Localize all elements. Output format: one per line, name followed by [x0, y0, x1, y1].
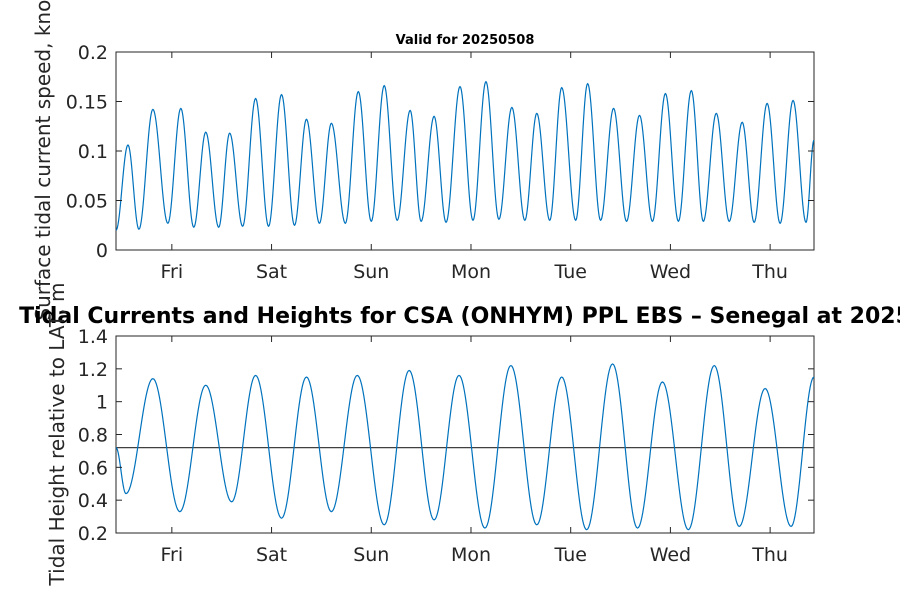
current-x-tick-label: Thu	[751, 261, 788, 283]
height-x-tick-label: Thu	[751, 544, 788, 566]
current-x-tick-label: Tue	[553, 261, 586, 283]
height-x-tick-label: Wed	[650, 544, 691, 566]
height-x-tick-label: Fri	[161, 544, 184, 566]
height-y-tick-label: 1	[96, 392, 108, 414]
height-x-tick-label: Sat	[256, 544, 287, 566]
height-x-tick-label: Tue	[553, 544, 586, 566]
tidal-height-line	[115, 363, 815, 531]
current-x-tick-label: Wed	[650, 261, 691, 283]
current-x-tick-label: Mon	[451, 261, 491, 283]
current-x-ticks: Fri Sat Sun Mon Tue Wed Thu	[161, 52, 788, 283]
current-speed-line	[115, 80, 815, 231]
height-y-tick-label: 0.4	[78, 490, 108, 512]
current-y-axis-label: Surface tidal current speed, knots	[31, 0, 55, 321]
height-x-tick-label: Mon	[451, 544, 491, 566]
tidal-height-panel: 0.2 0.4 0.6 0.8 1 1.2 1.4 Fri Sat Sun Mon Tue Wed Th…	[19, 283, 900, 587]
height-x-tick-label: Sun	[353, 544, 389, 566]
current-axes-frame	[115, 51, 815, 251]
height-y-tick-label: 0.8	[78, 425, 108, 447]
height-y-tick-label: 1.4	[78, 326, 108, 348]
height-y-tick-label: 0.2	[78, 523, 108, 545]
current-y-tick-label: 0	[96, 240, 108, 262]
current-x-tick-label: Fri	[161, 261, 184, 283]
current-x-tick-label: Sun	[353, 261, 389, 283]
current-subtitle: Valid for 20250508	[396, 33, 535, 48]
height-axes-frame	[115, 335, 815, 534]
current-y-ticks: 0 0.05 0.1 0.15 0.2	[66, 42, 814, 262]
height-y-ticks: 0.2 0.4 0.6 0.8 1 1.2 1.4	[78, 326, 814, 545]
height-y-tick-label: 1.2	[78, 359, 108, 381]
main-title: Tidal Currents and Heights for CSA (ONHY…	[19, 304, 900, 329]
current-y-tick-label: 0.15	[66, 92, 108, 114]
height-y-axis-label: Tidal Height relative to LAT, m	[45, 283, 69, 587]
current-speed-panel: 0 0.05 0.1 0.15 0.2 Fri Sat Sun Mon Tue Wed Thu Va…	[31, 0, 815, 321]
current-x-tick-label: Sat	[256, 261, 287, 283]
current-y-tick-label: 0.2	[78, 42, 108, 64]
current-y-tick-label: 0.05	[66, 191, 108, 213]
height-y-tick-label: 0.6	[78, 457, 108, 479]
height-x-ticks: Fri Sat Sun Mon Tue Wed Thu	[161, 336, 788, 566]
current-y-tick-label: 0.1	[78, 141, 108, 163]
